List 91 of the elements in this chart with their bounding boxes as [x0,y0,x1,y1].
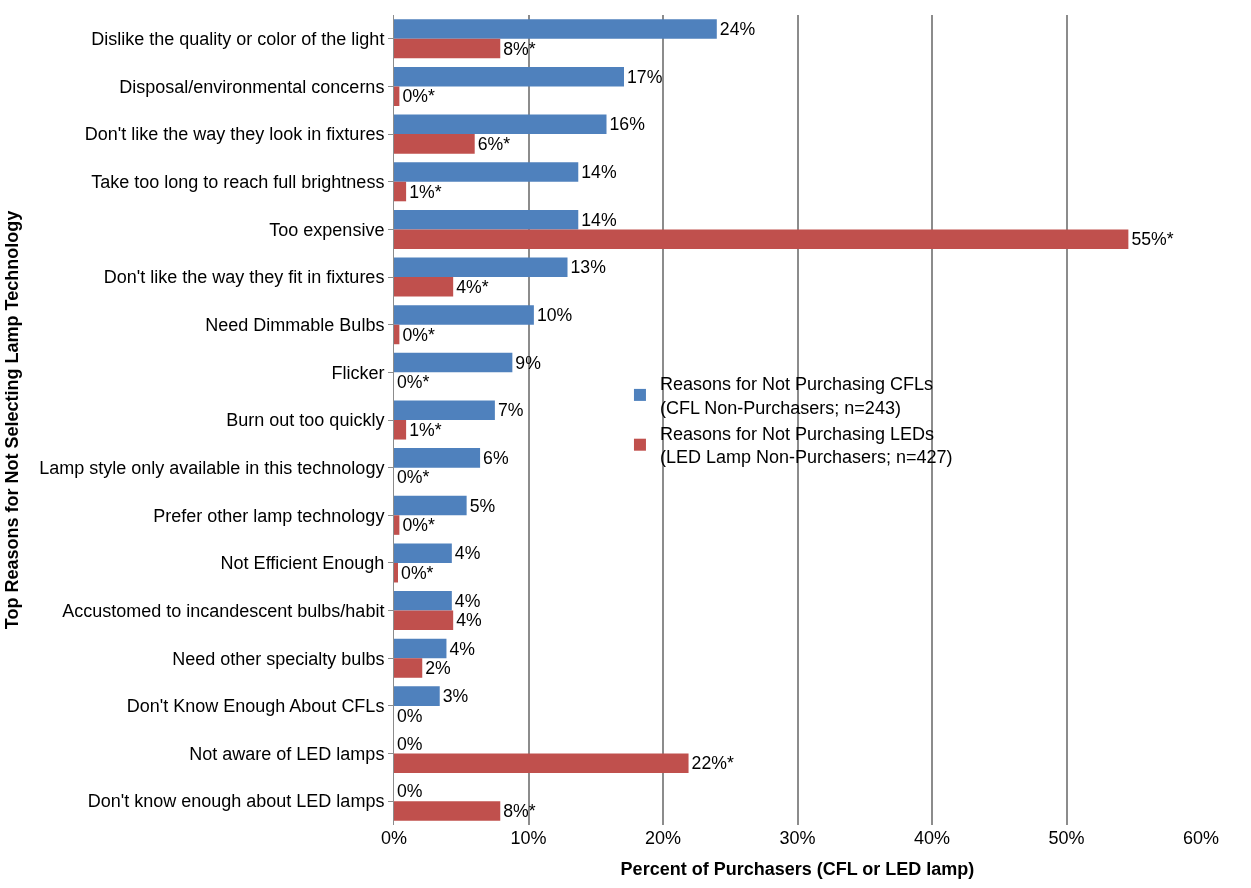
x-tick-label: 50% [1048,828,1085,848]
bar [394,610,454,631]
bar [394,181,407,202]
data-label: 6%* [477,133,511,154]
data-label: 0% [397,781,423,802]
y-tick-label: Dislike the quality or color of the light [91,29,385,50]
bar [394,495,467,516]
y-tick-label: Burn out too quickly [226,410,385,431]
bar [394,515,400,535]
bar [394,448,481,468]
y-tick-label: Not aware of LED lamps [189,743,385,764]
data-label: 8%* [503,38,536,59]
x-tick-label: 10% [510,828,547,848]
data-label: 0%* [402,324,435,345]
bar [394,305,534,325]
y-tick-label: Don't Know Enough About CFLs [126,696,385,717]
data-label: 4%* [456,276,489,297]
bar [394,400,495,420]
y-tick-label: Need other specialty bulbs [172,648,385,669]
bar [394,19,717,39]
data-label: 0%* [397,372,430,393]
bar [394,86,400,107]
y-tick-label: Prefer other lamp technology [153,505,385,526]
data-label: 0% [397,705,423,726]
bar [394,543,452,563]
bar [394,38,501,59]
x-tick-label: 60% [1182,828,1220,848]
data-label: 6% [483,447,509,468]
legend-label: Reasons for Not Purchasing LEDs (LED Lamp Non-Purchasers; n=427) [659,424,953,468]
bar [394,324,400,345]
bar [394,352,513,373]
data-label: 1%* [409,419,442,440]
y-tick-label: Disposal/environmental concerns [119,76,385,97]
data-label: 13% [570,257,607,278]
data-label: 22%* [691,753,734,774]
y-tick-label: Not Efficient Enough [220,553,385,574]
bar [394,114,607,135]
data-label: 4% [454,543,481,564]
data-label: 55%* [1131,229,1174,250]
data-label: 4% [449,638,476,659]
data-label: 7% [497,400,524,421]
x-axis-title: Percent of Purchasers (CFL or LED lamp) [620,859,975,880]
data-label: 5% [469,495,496,516]
y-tick-label: Too expensive [269,219,385,240]
bar [394,638,447,659]
bar [394,420,407,440]
y-tick-label: Take too long to reach full brightness [91,172,385,193]
data-label: 3% [442,686,469,707]
bar [394,229,1129,249]
data-label: 4% [454,590,481,611]
bar [394,753,689,774]
y-tick-label: Need Dimmable Bulbs [205,315,385,336]
y-tick-label: Don't like the way they fit in fixtures [103,267,385,288]
data-label: 0%* [402,86,435,107]
legend-label: Reasons for Not Purchasing CFLs (CFL Non-Purchasers; n=243) [659,374,934,418]
data-label: 8%* [503,800,536,821]
bar [394,209,579,230]
y-tick-label: Don't know enough about LED lamps [87,791,385,812]
y-axis-title: Top Reasons for Not Selecting Lamp Technology [2,210,23,630]
bar [394,658,423,678]
bar [394,801,501,821]
data-label: 0%* [401,562,434,583]
x-tick-label: 40% [913,828,951,848]
x-tick-label: 30% [779,828,816,848]
bar [394,686,440,706]
bar [394,134,475,154]
data-label: 14% [581,209,617,230]
bar [394,162,579,182]
y-tick-label: Accustomed to incandescent bulbs/habit [62,600,385,621]
data-label: 24% [719,19,756,40]
data-label: 0%* [397,467,430,488]
data-label: 0% [397,733,423,754]
x-tick-label: 0% [380,828,408,848]
data-label: 17% [627,66,663,87]
y-tick-label: Don't like the way they look in fixtures [84,124,385,145]
data-label: 1%* [409,181,442,202]
y-tick-label: Flicker [331,362,385,383]
data-label: 14% [581,162,617,183]
bar [394,66,624,87]
data-label: 10% [536,304,573,325]
bar [394,257,568,278]
x-tick-label: 20% [644,828,682,848]
data-label: 16% [609,114,646,135]
y-tick-label: Lamp style only available in this technology [39,457,385,478]
data-label: 9% [515,352,542,373]
bar [394,562,399,583]
bar [394,591,452,611]
bar [394,277,454,297]
data-label: 2% [425,658,452,679]
data-label: 4% [456,610,483,631]
data-label: 0%* [402,515,435,536]
